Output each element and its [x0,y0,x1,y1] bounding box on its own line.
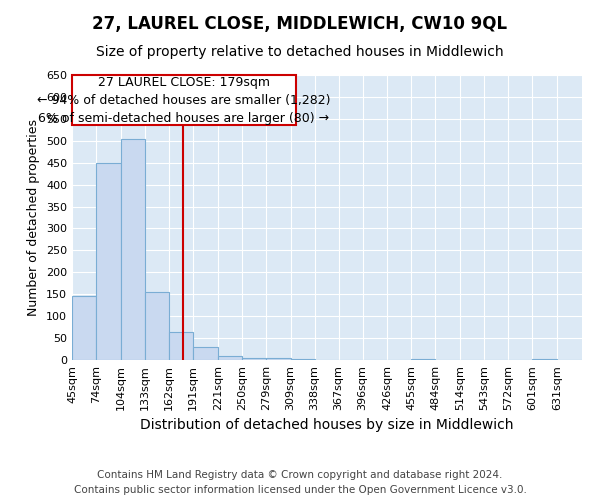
Text: Size of property relative to detached houses in Middlewich: Size of property relative to detached ho… [96,45,504,59]
Text: Contains public sector information licensed under the Open Government Licence v3: Contains public sector information licen… [74,485,526,495]
Bar [72,75,296,126]
Bar [412,359,436,360]
Text: 27 LAUREL CLOSE: 179sqm
← 94% of detached houses are smaller (1,282)
6% of semi-: 27 LAUREL CLOSE: 179sqm ← 94% of detache… [37,76,331,124]
Bar [169,332,193,360]
Bar [242,358,266,360]
Bar [72,296,96,360]
Bar [266,358,290,360]
Bar [96,162,121,360]
Bar [145,292,169,360]
Bar [532,359,557,360]
X-axis label: Distribution of detached houses by size in Middlewich: Distribution of detached houses by size … [140,418,514,432]
Bar [193,347,218,360]
Y-axis label: Number of detached properties: Number of detached properties [28,119,40,316]
Text: Contains HM Land Registry data © Crown copyright and database right 2024.: Contains HM Land Registry data © Crown c… [97,470,503,480]
Text: 27, LAUREL CLOSE, MIDDLEWICH, CW10 9QL: 27, LAUREL CLOSE, MIDDLEWICH, CW10 9QL [92,15,508,33]
Bar [290,359,314,360]
Bar [121,138,145,360]
Bar [218,356,242,360]
